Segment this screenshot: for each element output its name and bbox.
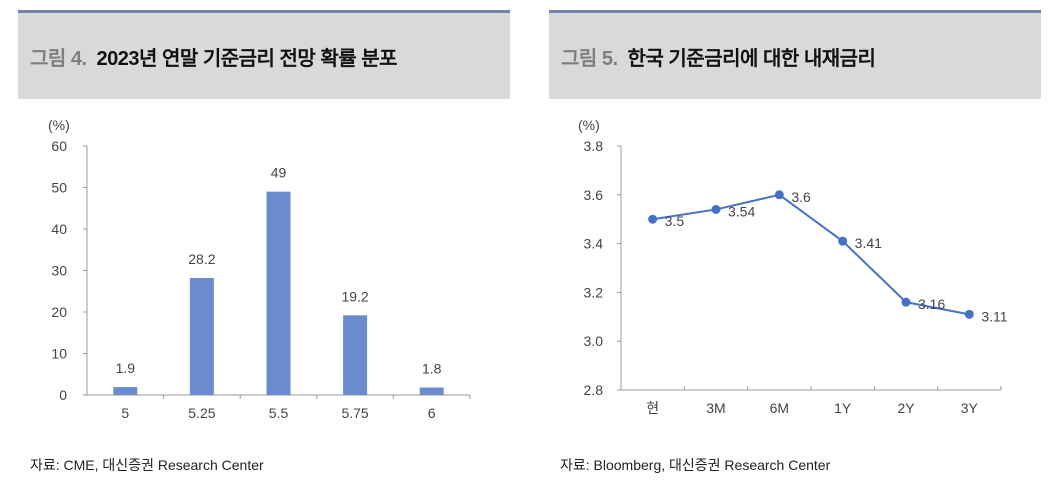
y-tick-label: 0 — [59, 387, 67, 403]
x-tick-label: 3Y — [961, 400, 979, 416]
x-tick-label: 5.25 — [188, 405, 215, 421]
bar — [266, 191, 291, 395]
y-tick-label: 60 — [51, 138, 67, 154]
data-label: 3.54 — [728, 203, 755, 219]
y-tick-label: 30 — [51, 263, 67, 279]
bar — [343, 315, 368, 395]
chart-title: 한국 기준금리에 대한 내재금리 — [627, 47, 876, 70]
x-tick-label: 3M — [706, 400, 725, 416]
figure-number: 그림 5. — [561, 47, 618, 70]
data-point — [774, 190, 784, 200]
data-label: 49 — [271, 165, 287, 181]
bar — [113, 387, 138, 395]
data-point — [838, 236, 848, 246]
data-label: 3.5 — [665, 213, 685, 229]
bar — [419, 387, 444, 395]
source-note-2: 자료: Bloomberg, 대신증권 Research Center — [560, 457, 831, 473]
y-tick-label: 20 — [51, 304, 67, 320]
series-line — [652, 193, 970, 316]
data-label: 3.41 — [855, 235, 882, 251]
y-tick-label: 40 — [51, 221, 67, 237]
figure-5-header: 그림 5. 한국 기준금리에 대한 내재금리 — [549, 10, 1041, 99]
y-tick-label: 3.8 — [584, 138, 604, 154]
y-tick-label: 3.0 — [584, 333, 604, 349]
y-tick-label: 3.4 — [584, 236, 604, 252]
data-label: 3.11 — [981, 308, 1007, 324]
data-label: 3.6 — [791, 189, 811, 205]
source-note-1: 자료: CME, 대신증권 Research Center — [30, 457, 264, 473]
chart-title: 2023년 연말 기준금리 전망 확률 분포 — [96, 47, 398, 70]
x-tick-label: 2Y — [897, 400, 915, 416]
data-point — [648, 214, 658, 224]
figure-number: 그림 4. — [30, 47, 87, 70]
data-label: 3.16 — [918, 296, 945, 312]
figure-4-panel: 그림 4. 2023년 연말 기준금리 전망 확률 분포 — [18, 10, 510, 99]
x-tick-label: 현 — [646, 400, 659, 416]
data-label: 19.2 — [341, 288, 368, 304]
y-tick-label: 3.2 — [584, 284, 604, 300]
data-label: 28.2 — [188, 251, 215, 267]
bar — [189, 277, 214, 395]
data-label: 1.8 — [422, 361, 442, 377]
x-tick-label: 1Y — [834, 400, 852, 416]
y-tick-label: 10 — [51, 346, 67, 362]
x-tick-label: 5 — [121, 405, 129, 421]
data-label: 1.9 — [116, 360, 136, 376]
data-point — [711, 204, 721, 214]
x-tick-label: 5.75 — [341, 405, 368, 421]
figure-5-panel: 그림 5. 한국 기준금리에 대한 내재금리 — [549, 10, 1041, 99]
data-point — [901, 297, 911, 307]
y-tick-label: 2.8 — [584, 382, 604, 398]
x-tick-label: 5.5 — [269, 405, 289, 421]
data-point — [964, 309, 974, 319]
y-axis-unit: (%) — [48, 117, 70, 133]
y-tick-label: 50 — [51, 180, 67, 196]
figure-4-header: 그림 4. 2023년 연말 기준금리 전망 확률 분포 — [18, 10, 510, 99]
y-axis-unit: (%) — [578, 117, 600, 133]
x-tick-label: 6 — [428, 405, 436, 421]
y-tick-label: 3.6 — [584, 187, 604, 203]
x-tick-label: 6M — [770, 400, 789, 416]
